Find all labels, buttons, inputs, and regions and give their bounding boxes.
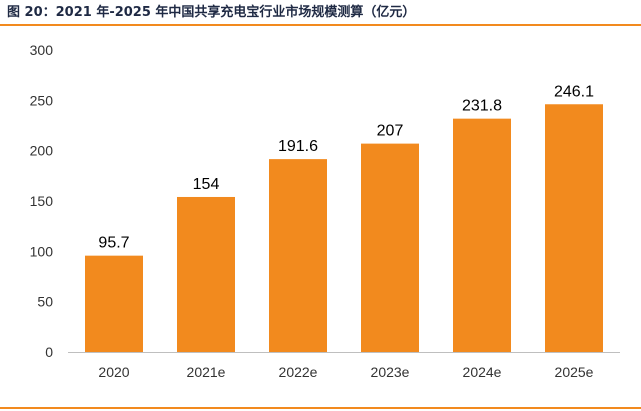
y-tick-label: 300 (30, 42, 54, 58)
bar (177, 196, 235, 352)
y-tick-label: 100 (30, 243, 54, 259)
x-tick-label: 2025e (555, 364, 594, 380)
x-axis: 2020 2021e 2022e 2023e 2024e 2025e (68, 352, 620, 380)
x-tick-label: 2023e (371, 364, 410, 380)
y-tick-label: 250 (30, 92, 54, 108)
y-tick-label: 200 (30, 143, 54, 159)
y-tick-label: 50 (37, 294, 53, 310)
data-label: 207 (377, 123, 404, 140)
bar (85, 255, 143, 352)
title-divider (0, 24, 641, 26)
bars: 95.7 154 191.6 207 231.8 246.1 (85, 83, 603, 352)
data-label: 191.6 (278, 138, 318, 155)
x-tick-label: 2024e (463, 364, 502, 380)
y-axis: 0 50 100 150 200 250 300 (30, 42, 54, 360)
x-tick-label: 2022e (279, 364, 318, 380)
y-tick-label: 150 (30, 193, 54, 209)
figure-title: 图 20：2021 年-2025 年中国共享充电宝行业市场规模测算（亿元） (7, 5, 416, 20)
bottom-divider (0, 407, 641, 409)
x-tick-label: 2021e (187, 364, 226, 380)
bar (269, 159, 327, 352)
bar (545, 104, 603, 352)
y-tick-label: 0 (45, 344, 53, 360)
x-tick-label: 2020 (98, 364, 129, 380)
bar (453, 118, 511, 352)
data-label: 231.8 (462, 98, 502, 115)
data-label: 154 (193, 176, 220, 193)
bar (361, 143, 419, 352)
data-label: 246.1 (554, 83, 594, 100)
data-label: 95.7 (98, 235, 129, 252)
